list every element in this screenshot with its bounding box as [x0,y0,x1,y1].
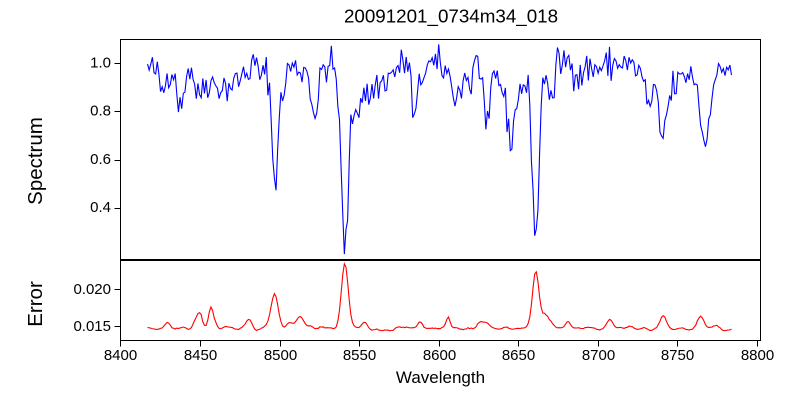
svg-text:1.0: 1.0 [90,55,111,72]
svg-text:8750: 8750 [661,347,694,364]
svg-text:20091201_0734m34_018: 20091201_0734m34_018 [344,6,558,28]
svg-text:0.4: 0.4 [90,199,111,216]
svg-text:8600: 8600 [423,347,456,364]
svg-text:8650: 8650 [502,347,535,364]
svg-text:8500: 8500 [264,347,297,364]
svg-text:0.6: 0.6 [90,151,111,168]
svg-text:8700: 8700 [582,347,615,364]
svg-text:8800: 8800 [741,347,774,364]
svg-text:0.8: 0.8 [90,103,111,120]
svg-text:Wavelength: Wavelength [396,368,485,387]
svg-text:8550: 8550 [343,347,376,364]
svg-text:Spectrum: Spectrum [24,117,47,205]
svg-text:8400: 8400 [104,347,137,364]
svg-text:8450: 8450 [184,347,217,364]
svg-text:Error: Error [24,281,47,327]
svg-text:0.020: 0.020 [73,281,111,298]
svg-text:0.015: 0.015 [73,318,111,335]
